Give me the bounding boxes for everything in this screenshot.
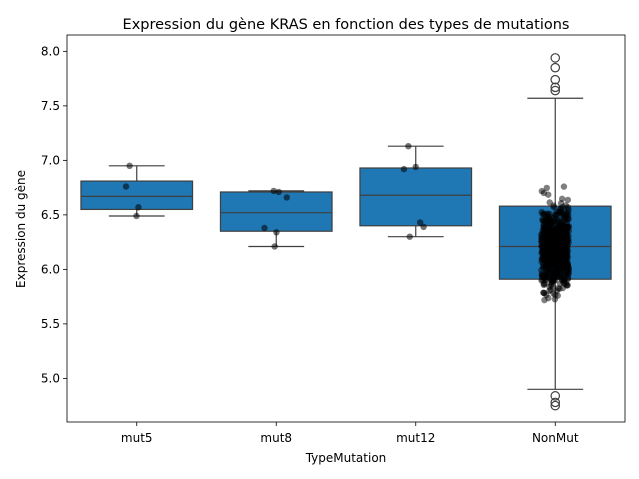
outlier-point [550,85,561,96]
data-point [122,183,130,190]
x-axis: mut5 mut8 mut12 NonMut [121,422,579,445]
data-point [133,212,140,220]
points-group [122,53,573,411]
data-point [556,285,563,292]
data-point [540,189,548,197]
y-tick-label: 8.0 [41,44,60,58]
data-point [547,282,555,289]
data-point [550,203,557,211]
y-tick-label: 7.0 [41,153,60,167]
data-point [561,276,568,283]
data-point [420,223,427,231]
x-tick-label: mut8 [260,431,292,445]
data-point [547,219,555,227]
x-tick-label: mut12 [396,431,435,445]
y-tick-label: 5.5 [41,317,60,331]
data-point [270,187,277,195]
box-mut12 [359,145,473,238]
outlier-point [550,62,561,73]
data-point [135,204,142,211]
data-point [549,260,556,267]
data-point [412,163,419,171]
data-point [553,231,561,239]
data-point [560,254,568,262]
data-point [545,294,552,302]
data-point [562,228,569,236]
iqr-box [359,167,473,227]
y-axis: 5.0 5.5 6.0 6.5 7.0 7.5 8.0 [41,44,67,385]
x-tick-label: NonMut [532,431,579,445]
data-point [540,233,547,240]
data-point [406,233,413,240]
plot-frame [66,34,626,423]
data-point [551,296,559,303]
data-point [564,209,571,216]
data-point [555,216,563,224]
data-point [551,243,559,251]
y-tick-label: 6.0 [41,262,60,276]
chart-title: Expression du gène KRAS en fonction des … [123,17,570,33]
data-point [540,280,548,288]
data-point [539,273,546,281]
outlier-point [550,82,561,93]
boxes-group [80,97,612,390]
data-point [546,199,553,206]
data-point [563,240,570,247]
outlier-point [550,400,561,411]
data-point [283,194,291,201]
data-point [545,238,553,246]
iqr-box [219,191,333,232]
data-point [561,213,568,220]
data-point [543,184,550,192]
box-mut8 [219,190,333,248]
data-point [275,188,282,196]
y-tick-label: 5.0 [41,371,60,385]
data-point [261,224,268,232]
data-point [557,242,565,249]
data-point [400,165,408,173]
data-point [552,239,559,246]
outlier-point [550,391,561,401]
data-point [539,210,546,218]
data-point [561,247,568,254]
outlier-point [550,397,561,408]
y-axis-label: Expression du gène [14,170,28,288]
data-point [556,280,564,287]
x-axis-label: TypeMutation [305,451,387,465]
plot-area [80,53,612,411]
data-point [555,208,563,216]
data-point [416,219,424,226]
outlier-point [550,74,561,85]
data-point [560,183,568,190]
data-point [126,162,133,170]
data-point [538,258,545,266]
data-point [545,214,552,221]
y-tick-label: 6.5 [41,208,60,222]
data-point [405,142,412,150]
data-point [273,229,280,236]
data-point [561,271,568,278]
data-point [541,246,548,253]
data-point [557,200,565,207]
data-point [271,243,278,250]
data-point [563,281,571,289]
data-point [546,274,553,281]
y-tick-label: 7.5 [41,99,60,113]
data-point [564,196,572,204]
data-point [562,202,569,209]
data-point [540,289,547,296]
data-point [551,277,558,284]
data-point [564,261,571,268]
data-point [539,216,546,223]
data-point [540,222,547,230]
outlier-point [550,53,561,63]
x-tick-label: mut5 [121,431,153,445]
data-point [554,223,561,231]
